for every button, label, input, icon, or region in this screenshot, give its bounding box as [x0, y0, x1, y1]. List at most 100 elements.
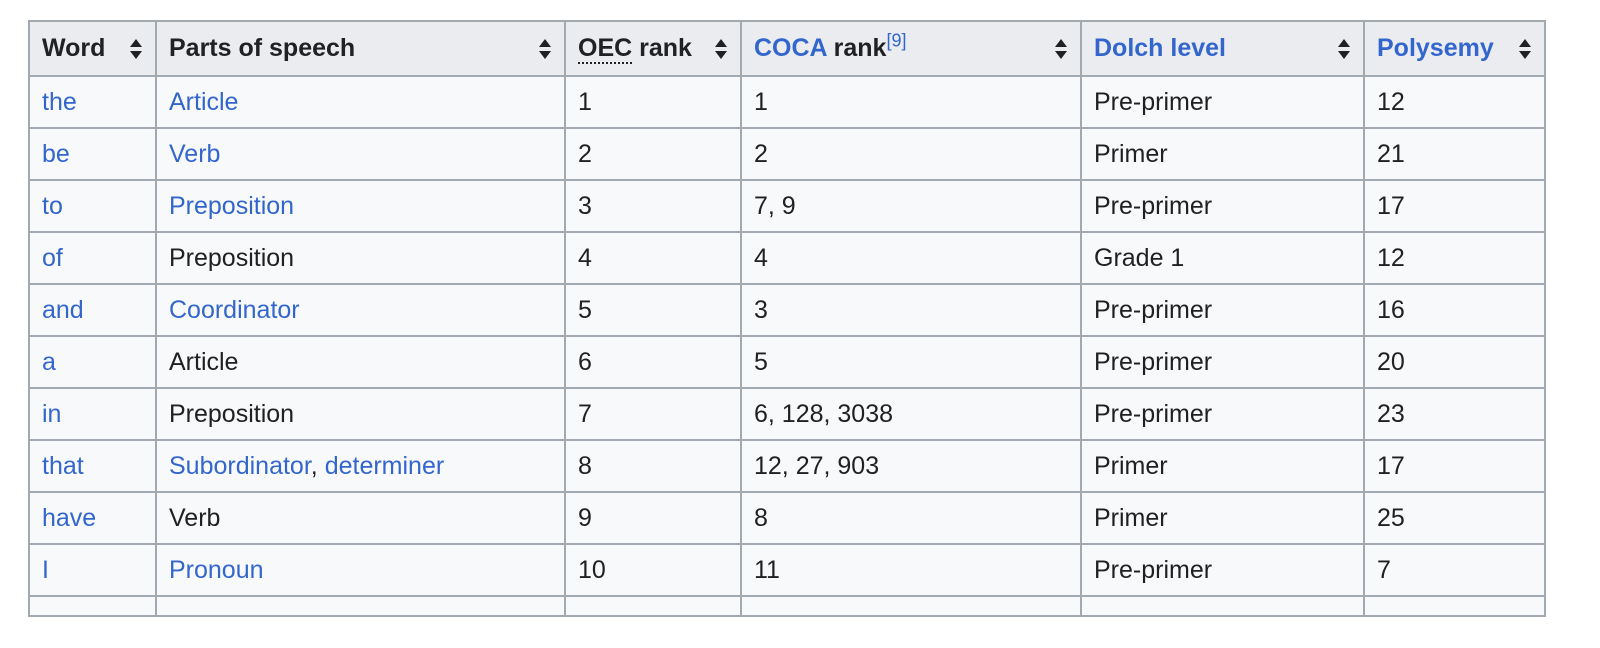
cell-parts-of-speech: Verb: [155, 491, 566, 545]
cell-dolch-level: Pre-primer: [1080, 335, 1365, 389]
sort-updown-icon[interactable]: [1054, 38, 1068, 60]
cell-parts-of-speech: [155, 595, 566, 617]
sort-updown-icon[interactable]: [714, 38, 728, 60]
cell-parts-of-speech: Preposition: [155, 179, 566, 233]
cell-dolch-level: [1080, 595, 1365, 617]
pos-link[interactable]: Verb: [169, 139, 221, 168]
cell-word: the: [28, 75, 157, 129]
oec-rank-value: 3: [578, 191, 592, 220]
oec-abbreviation[interactable]: OEC: [578, 34, 633, 64]
pos-link[interactable]: Coordinator: [169, 295, 300, 324]
coca-link[interactable]: COCA: [754, 34, 827, 62]
cell-parts-of-speech: Preposition: [155, 387, 566, 441]
polysemy-value: 12: [1377, 243, 1405, 272]
cell-word: I: [28, 543, 157, 597]
cell-dolch-level: Primer: [1080, 491, 1365, 545]
cell-dolch-level: Primer: [1080, 127, 1365, 181]
word-link[interactable]: have: [42, 503, 97, 532]
header-row: Word Parts of speech OEC rank COCA rank[…: [28, 20, 1546, 77]
word-link[interactable]: be: [42, 139, 70, 168]
table-wrapper: Word Parts of speech OEC rank COCA rank[…: [28, 20, 1546, 617]
oec-rank-value: 7: [578, 399, 592, 428]
dolch-level-value: Pre-primer: [1094, 295, 1213, 324]
table-row: that Subordinator, determiner 8 12, 27, 903…: [28, 439, 1546, 493]
cell-parts-of-speech: Pronoun: [155, 543, 566, 597]
cell-polysemy: 21: [1363, 127, 1546, 181]
word-link[interactable]: the: [42, 87, 77, 116]
cell-word: a: [28, 335, 157, 389]
sort-updown-icon[interactable]: [1337, 38, 1351, 60]
table-row: be Verb 2 2 Primer 21: [28, 127, 1546, 181]
table-row: the Article 1 1 Pre-primer 12: [28, 75, 1546, 129]
cell-coca-rank: [740, 595, 1082, 617]
pos-link: Preposition: [169, 399, 295, 428]
table-row: [28, 595, 1546, 617]
cell-coca-rank: 1: [740, 75, 1082, 129]
polysemy-value: 21: [1377, 139, 1405, 168]
dolch-level-value: Primer: [1094, 139, 1168, 168]
word-link[interactable]: I: [42, 555, 49, 584]
header-word[interactable]: Word: [28, 20, 157, 77]
table-row: I Pronoun 10 11 Pre-primer 7: [28, 543, 1546, 597]
header-parts-of-speech[interactable]: Parts of speech: [155, 20, 566, 77]
pos-link-secondary[interactable]: determiner: [324, 451, 445, 480]
sort-updown-icon[interactable]: [538, 38, 552, 60]
word-link[interactable]: that: [42, 451, 84, 480]
cell-word: to: [28, 179, 157, 233]
cell-polysemy: 17: [1363, 439, 1546, 493]
coca-rank-value: 12, 27, 903: [754, 451, 880, 480]
pos-link[interactable]: Article: [169, 87, 239, 116]
word-link[interactable]: a: [42, 347, 56, 376]
cell-polysemy: 25: [1363, 491, 1546, 545]
word-link[interactable]: in: [42, 399, 62, 428]
dolch-level-link[interactable]: Dolch level: [1094, 34, 1226, 62]
coca-reference-link[interactable]: [9]: [886, 30, 907, 51]
cell-dolch-level: Grade 1: [1080, 231, 1365, 285]
oec-rank-value: 6: [578, 347, 592, 376]
pos-link[interactable]: Preposition: [169, 191, 295, 220]
sort-updown-icon[interactable]: [129, 38, 143, 60]
table-row: in Preposition 7 6, 128, 3038 Pre-primer 23: [28, 387, 1546, 441]
coca-rank-value: 8: [754, 503, 768, 532]
oec-rank-value: 9: [578, 503, 592, 532]
word-link[interactable]: and: [42, 295, 84, 324]
pos-link[interactable]: Pronoun: [169, 555, 264, 584]
cell-parts-of-speech: Article: [155, 75, 566, 129]
coca-rank-value: 5: [754, 347, 768, 376]
cell-word: in: [28, 387, 157, 441]
cell-oec-rank: 6: [564, 335, 742, 389]
polysemy-value: 17: [1377, 451, 1405, 480]
sort-updown-icon[interactable]: [1518, 38, 1532, 60]
cell-word: that: [28, 439, 157, 493]
pos-link[interactable]: Subordinator: [169, 451, 311, 480]
cell-oec-rank: [564, 595, 742, 617]
word-link[interactable]: of: [42, 243, 63, 272]
oec-rank-value: 8: [578, 451, 592, 480]
table-row: have Verb 9 8 Primer 25: [28, 491, 1546, 545]
cell-word: and: [28, 283, 157, 337]
cell-polysemy: 23: [1363, 387, 1546, 441]
cell-parts-of-speech: Verb: [155, 127, 566, 181]
cell-oec-rank: 2: [564, 127, 742, 181]
polysemy-link[interactable]: Polysemy: [1377, 34, 1494, 62]
table-row: a Article 6 5 Pre-primer 20: [28, 335, 1546, 389]
word-link[interactable]: to: [42, 191, 63, 220]
cell-oec-rank: 4: [564, 231, 742, 285]
header-coca-rank[interactable]: COCA rank[9]: [740, 20, 1082, 77]
header-pos-label: Parts of speech: [169, 34, 356, 62]
header-polysemy[interactable]: Polysemy: [1363, 20, 1546, 77]
dolch-level-value: Pre-primer: [1094, 191, 1213, 220]
cell-coca-rank: 2: [740, 127, 1082, 181]
oec-rank-value: 4: [578, 243, 592, 272]
pos-separator: ,: [310, 451, 325, 480]
header-oec-rank[interactable]: OEC rank: [564, 20, 742, 77]
oec-rank-value: 2: [578, 139, 592, 168]
oec-rank-value: 10: [578, 555, 606, 584]
header-dolch-level[interactable]: Dolch level: [1080, 20, 1365, 77]
polysemy-value: 16: [1377, 295, 1405, 324]
table-row: of Preposition 4 4 Grade 1 12: [28, 231, 1546, 285]
oec-rank-value: 5: [578, 295, 592, 324]
header-oec-rest: rank: [632, 34, 692, 62]
cell-coca-rank: 6, 128, 3038: [740, 387, 1082, 441]
cell-coca-rank: 7, 9: [740, 179, 1082, 233]
